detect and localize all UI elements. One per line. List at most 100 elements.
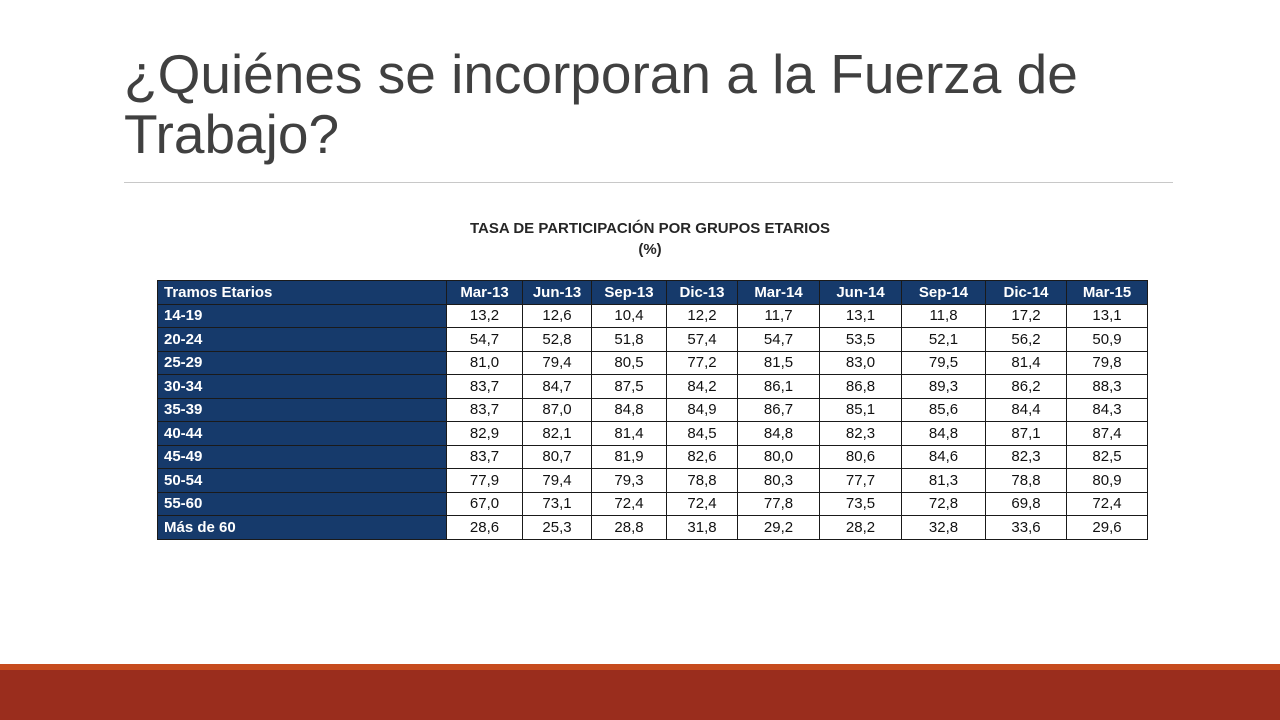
table-cell: 72,8 <box>901 491 986 516</box>
table-cell: 80,3 <box>737 468 820 493</box>
table-cell: 72,4 <box>666 491 738 516</box>
table-header-row: Tramos Etarios Mar-13 Jun-13 Sep-13 Dic-13 M… <box>157 280 1148 305</box>
table-cell: 82,9 <box>446 421 523 446</box>
table-cell: 83,0 <box>819 350 902 375</box>
table-cell: 33,6 <box>985 515 1067 540</box>
table-row: Más de 60 28,6 25,3 28,8 31,8 29,2 28,2 32,8 33,… <box>157 515 1148 540</box>
column-header-age-group: Tramos Etarios <box>157 280 447 305</box>
row-label: 40-44 <box>157 421 447 446</box>
table-cell: 83,7 <box>446 444 523 469</box>
table-cell: 81,5 <box>737 350 820 375</box>
row-label: 35-39 <box>157 397 447 422</box>
table-cell: 77,7 <box>819 468 902 493</box>
table-cell: 84,6 <box>901 444 986 469</box>
column-header: Sep-13 <box>591 280 667 305</box>
table-row: 40-44 82,9 82,1 81,4 84,5 84,8 82,3 84,8 87,1 87,… <box>157 421 1148 446</box>
table-cell: 25,3 <box>522 515 592 540</box>
table-cell: 53,5 <box>819 327 902 352</box>
table-cell: 31,8 <box>666 515 738 540</box>
table-cell: 79,8 <box>1066 350 1148 375</box>
table-cell: 67,0 <box>446 491 523 516</box>
table-cell: 77,8 <box>737 491 820 516</box>
table-cell: 81,9 <box>591 444 667 469</box>
table-cell: 11,7 <box>737 303 820 328</box>
table-cell: 81,4 <box>591 421 667 446</box>
table-cell: 82,5 <box>1066 444 1148 469</box>
table-cell: 84,9 <box>666 397 738 422</box>
table-cell: 86,2 <box>985 374 1067 399</box>
table-cell: 73,5 <box>819 491 902 516</box>
table-cell: 84,3 <box>1066 397 1148 422</box>
row-label: 20-24 <box>157 327 447 352</box>
table-cell: 79,4 <box>522 350 592 375</box>
table-cell: 54,7 <box>737 327 820 352</box>
table-cell: 79,5 <box>901 350 986 375</box>
column-header: Sep-14 <box>901 280 986 305</box>
table-cell: 12,6 <box>522 303 592 328</box>
table-row: 30-34 83,7 84,7 87,5 84,2 86,1 86,8 89,3 86,2 88,… <box>157 374 1148 399</box>
column-header: Mar-14 <box>737 280 820 305</box>
table-cell: 77,2 <box>666 350 738 375</box>
table-row: 25-29 81,0 79,4 80,5 77,2 81,5 83,0 79,5 81,4 79,… <box>157 350 1148 375</box>
table-cell: 11,8 <box>901 303 986 328</box>
column-header: Mar-13 <box>446 280 523 305</box>
table-cell: 56,2 <box>985 327 1067 352</box>
table-cell: 79,3 <box>591 468 667 493</box>
table-row: 55-60 67,0 73,1 72,4 72,4 77,8 73,5 72,8 69,8 72,… <box>157 491 1148 516</box>
table-cell: 78,8 <box>985 468 1067 493</box>
table-cell: 87,1 <box>985 421 1067 446</box>
table-cell: 87,4 <box>1066 421 1148 446</box>
table-cell: 80,9 <box>1066 468 1148 493</box>
table-cell: 28,2 <box>819 515 902 540</box>
table-caption-unit: (%) <box>638 241 662 258</box>
table-cell: 29,2 <box>737 515 820 540</box>
row-label: 45-49 <box>157 444 447 469</box>
table-cell: 69,8 <box>985 491 1067 516</box>
table-row: 20-24 54,7 52,8 51,8 57,4 54,7 53,5 52,1 56,2 50,… <box>157 327 1148 352</box>
table-cell: 28,6 <box>446 515 523 540</box>
table-cell: 86,7 <box>737 397 820 422</box>
table-cell: 77,9 <box>446 468 523 493</box>
table-cell: 84,5 <box>666 421 738 446</box>
slide-title: ¿Quiénes se incorporan a la Fuerza de Tr… <box>124 43 1078 165</box>
table-cell: 32,8 <box>901 515 986 540</box>
table-cell: 72,4 <box>1066 491 1148 516</box>
table-cell: 84,8 <box>737 421 820 446</box>
table-cell: 80,0 <box>737 444 820 469</box>
table-cell: 79,4 <box>522 468 592 493</box>
table-cell: 13,1 <box>819 303 902 328</box>
table-cell: 84,4 <box>985 397 1067 422</box>
table-caption: TASA DE PARTICIPACIÓN POR GRUPOS ETARIOS… <box>300 218 1000 260</box>
table-cell: 50,9 <box>1066 327 1148 352</box>
table-cell: 82,1 <box>522 421 592 446</box>
table-cell: 17,2 <box>985 303 1067 328</box>
table-cell: 80,6 <box>819 444 902 469</box>
table-cell: 84,8 <box>591 397 667 422</box>
row-label: 25-29 <box>157 350 447 375</box>
table-cell: 54,7 <box>446 327 523 352</box>
row-label: 14-19 <box>157 303 447 328</box>
column-header: Dic-13 <box>666 280 738 305</box>
row-label: 30-34 <box>157 374 447 399</box>
row-label: 50-54 <box>157 468 447 493</box>
column-header: Jun-13 <box>522 280 592 305</box>
table-cell: 51,8 <box>591 327 667 352</box>
table-cell: 82,3 <box>985 444 1067 469</box>
table-cell: 80,7 <box>522 444 592 469</box>
table-cell: 12,2 <box>666 303 738 328</box>
table-cell: 73,1 <box>522 491 592 516</box>
column-header: Mar-15 <box>1066 280 1148 305</box>
table-cell: 84,7 <box>522 374 592 399</box>
table-cell: 86,8 <box>819 374 902 399</box>
table-cell: 10,4 <box>591 303 667 328</box>
table-row: 45-49 83,7 80,7 81,9 82,6 80,0 80,6 84,6 82,3 82,… <box>157 444 1148 469</box>
table-cell: 88,3 <box>1066 374 1148 399</box>
table-cell: 81,3 <box>901 468 986 493</box>
column-header: Dic-14 <box>985 280 1067 305</box>
table-row: 35-39 83,7 87,0 84,8 84,9 86,7 85,1 85,6 84,4 84,… <box>157 397 1148 422</box>
table-cell: 84,8 <box>901 421 986 446</box>
table-cell: 81,0 <box>446 350 523 375</box>
table-cell: 85,6 <box>901 397 986 422</box>
table-cell: 82,3 <box>819 421 902 446</box>
